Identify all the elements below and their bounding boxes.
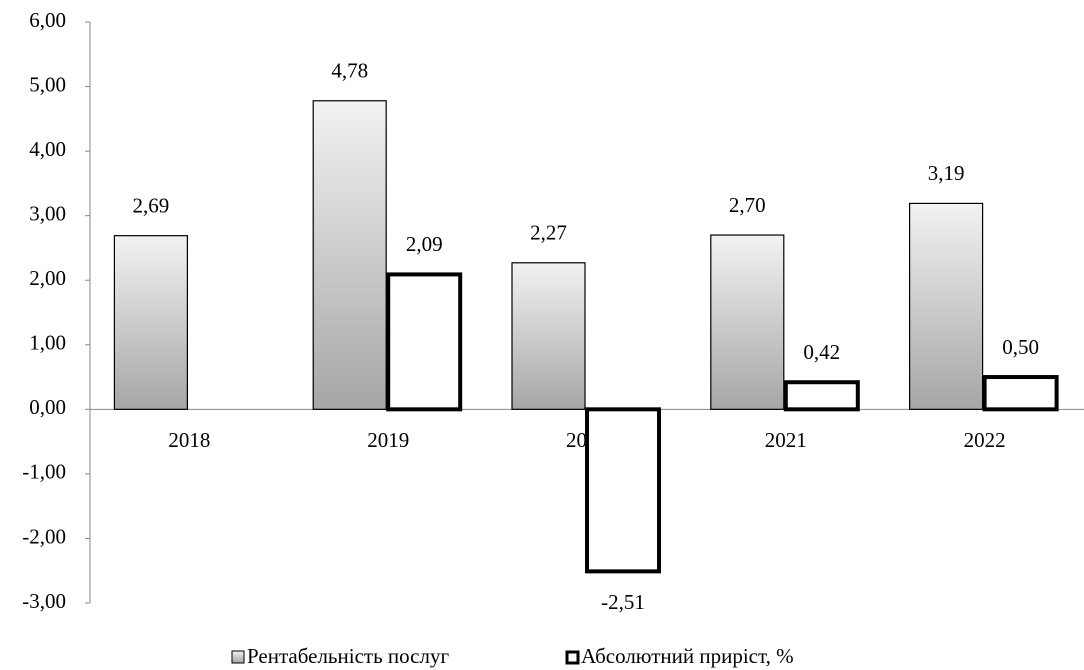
bar bbox=[114, 236, 187, 410]
y-tick-label: -1,00 bbox=[22, 460, 66, 484]
x-tick-label: 2021 bbox=[765, 428, 807, 452]
y-tick-label: 3,00 bbox=[29, 201, 66, 225]
y-tick-label: 4,00 bbox=[29, 137, 66, 161]
y-tick-label: 5,00 bbox=[29, 72, 66, 96]
bar bbox=[388, 274, 460, 409]
data-label: 3,19 bbox=[928, 161, 965, 185]
data-label: 4,78 bbox=[331, 59, 368, 83]
y-tick-label: 6,00 bbox=[29, 8, 66, 32]
y-tick-label: 0,00 bbox=[29, 395, 66, 419]
chart: -3,00 -2,00 -1,00 0,00 1,00 2,00 3,00 4,00 5,00 6… bbox=[0, 0, 1084, 670]
bar bbox=[985, 377, 1057, 409]
y-tick-label: 1,00 bbox=[29, 331, 66, 355]
bar bbox=[587, 409, 659, 571]
legend-label: Рентабельність послуг bbox=[247, 644, 449, 668]
data-label: 0,50 bbox=[1002, 335, 1039, 359]
data-label: 2,27 bbox=[530, 221, 567, 245]
data-label: 2,09 bbox=[406, 232, 443, 256]
bar bbox=[910, 203, 983, 409]
x-tick-label: 2019 bbox=[367, 428, 409, 452]
y-tick-label: -2,00 bbox=[22, 524, 66, 548]
y-tick-label: -3,00 bbox=[22, 589, 66, 613]
data-label: -2,51 bbox=[601, 590, 645, 614]
legend-swatch bbox=[232, 651, 244, 663]
data-label: 2,70 bbox=[729, 193, 766, 217]
data-label: 0,42 bbox=[803, 340, 840, 364]
legend-label: Абсолютний приріст, % bbox=[581, 644, 794, 668]
bar bbox=[512, 263, 585, 410]
x-tick-label: 2018 bbox=[168, 428, 210, 452]
data-label: 2,69 bbox=[133, 193, 170, 217]
bar bbox=[711, 235, 784, 409]
legend-swatch bbox=[567, 652, 578, 663]
bar bbox=[786, 382, 858, 409]
x-tick-label: 2022 bbox=[964, 428, 1006, 452]
bar bbox=[313, 101, 386, 410]
y-tick-label: 2,00 bbox=[29, 266, 66, 290]
